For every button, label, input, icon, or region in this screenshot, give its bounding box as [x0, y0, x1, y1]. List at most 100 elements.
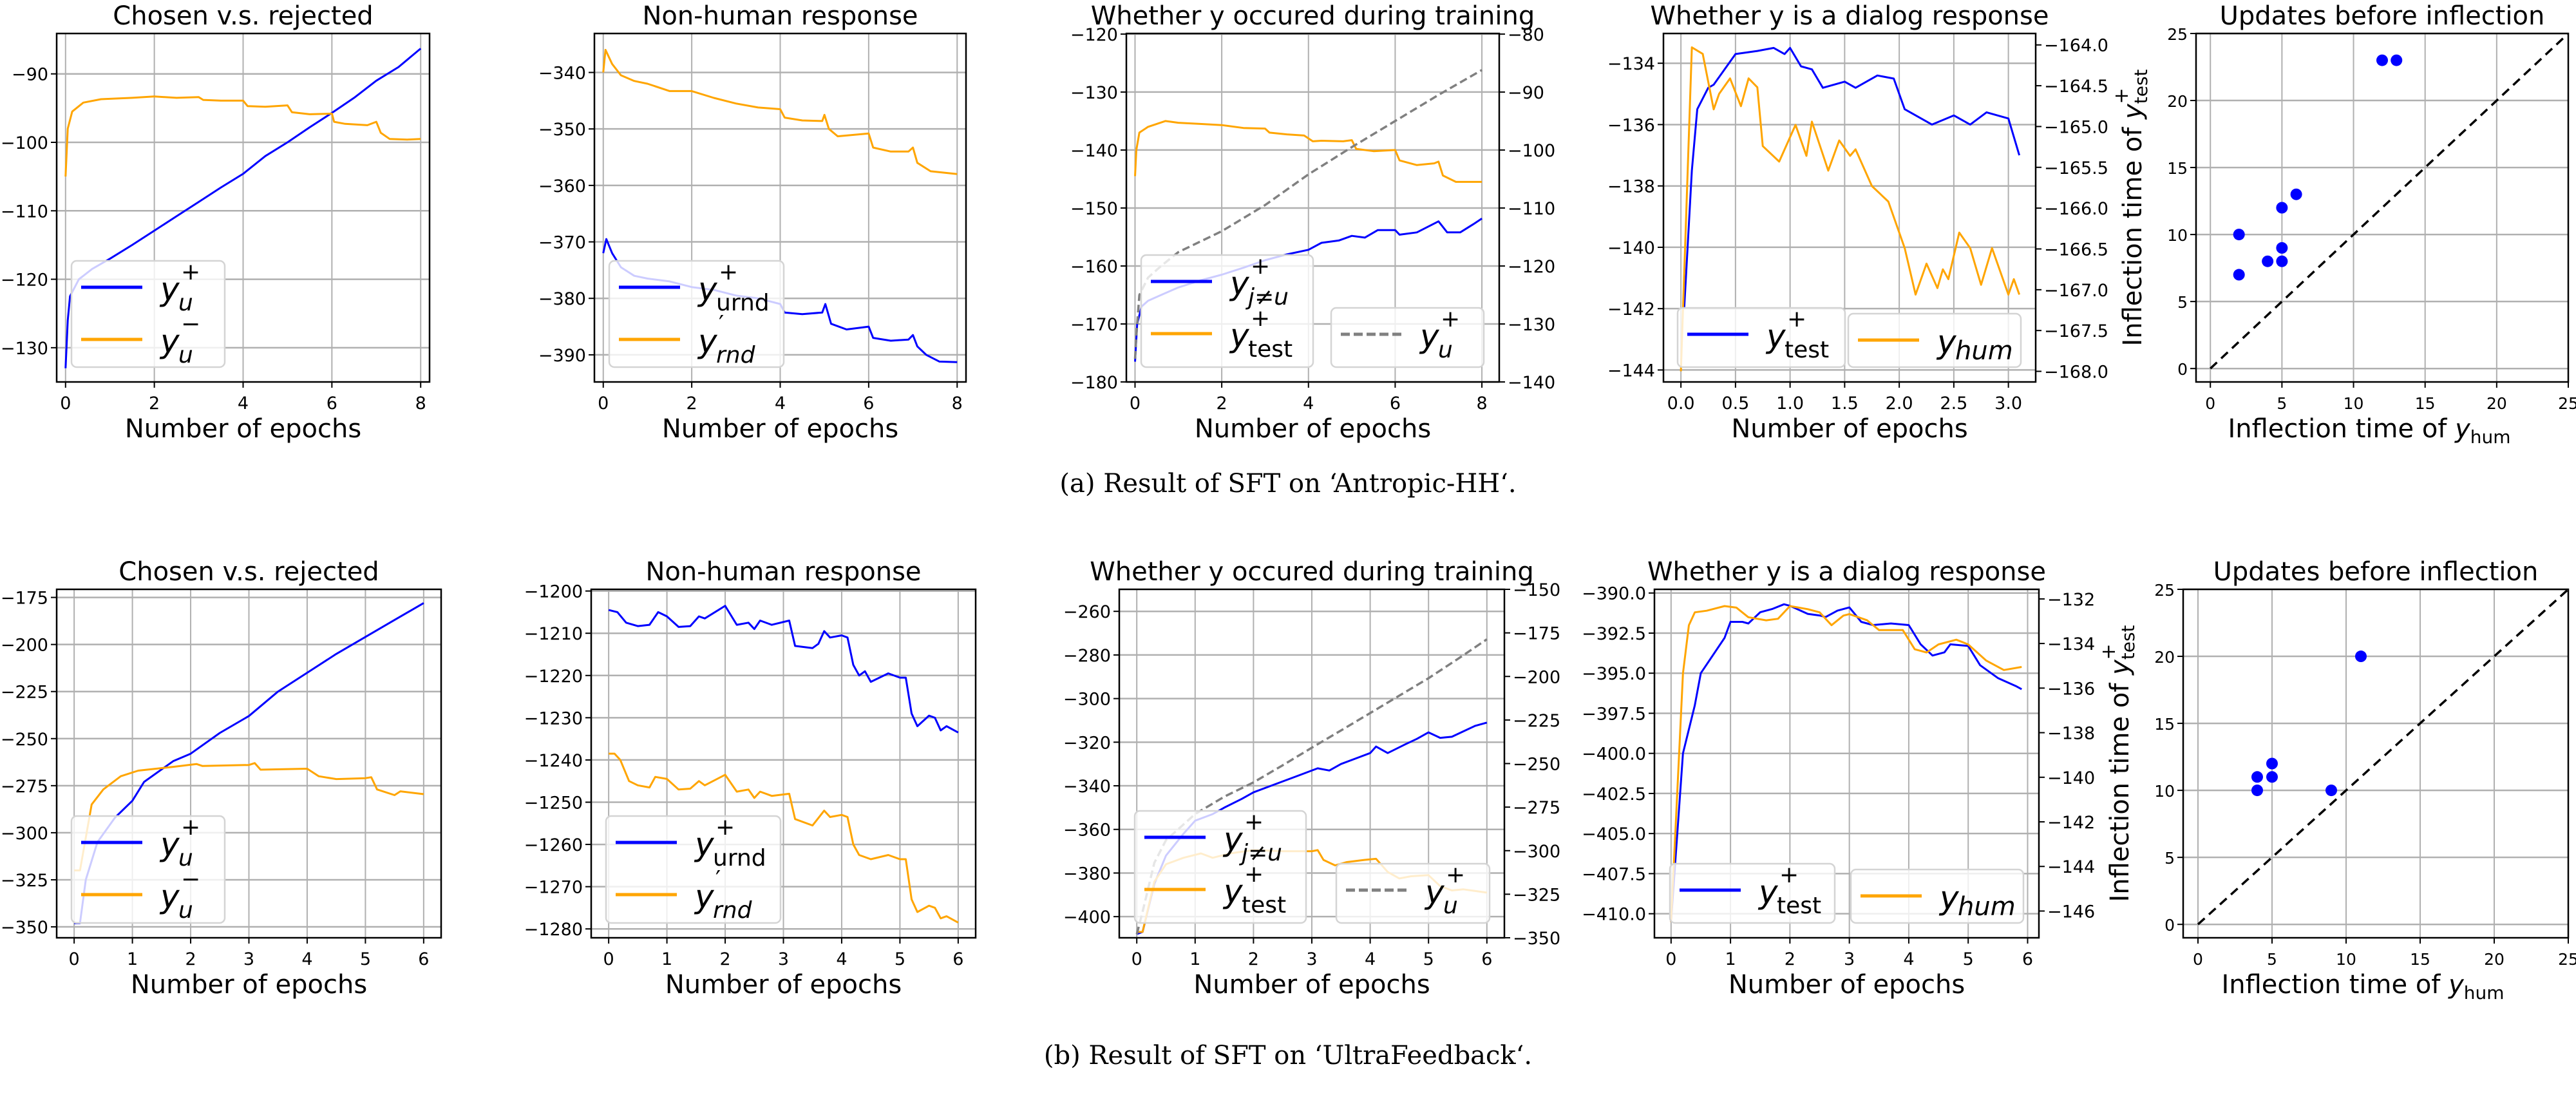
legend: y + u	[1335, 862, 1491, 924]
y-axis-label-sub: test	[2117, 625, 2139, 660]
y-tick-label: −340	[1063, 777, 1111, 797]
panel-a-3: 0 2 4 6 8 −180 −170 −160 −150 −140 −130 −120 −140 −13…	[1070, 1, 1555, 444]
x-tick-label: 3	[243, 949, 254, 969]
legend: y + test	[1676, 306, 1846, 368]
y-tick-label: −150	[1070, 199, 1118, 219]
y2-tick-label: −166.5	[2044, 240, 2108, 260]
legend-label-base: y	[1936, 323, 1957, 361]
y-axis-label-sup: +	[2110, 88, 2133, 104]
y2-tick-label: −164.5	[2044, 77, 2108, 97]
x-tick-label: 2	[719, 949, 730, 969]
legend-label-sub: hum	[1958, 892, 2016, 922]
legend: yhum	[1847, 312, 2022, 368]
legend-label-sub: hum	[1955, 336, 2013, 366]
legend-label-base: y	[1424, 873, 1445, 911]
chart-title: Non-human response	[645, 557, 921, 587]
panel-b-3: 0 1 2 3 4 5 6 −400 −380 −360 −340 −320 −300 −280 −260 −…	[1063, 557, 1560, 1000]
y-tick-label: −138	[1607, 177, 1655, 197]
y2-tick-label: −167.5	[2044, 321, 2108, 341]
y2-tick-label: −165.5	[2044, 158, 2108, 178]
legend-label-sup: +	[719, 259, 738, 285]
x-tick-label: 6	[418, 949, 429, 969]
y-tick-label: −170	[1070, 315, 1118, 335]
legend-label-base: y	[159, 878, 180, 915]
legend-label-base: y	[1222, 873, 1244, 910]
legend-label-base: y	[694, 826, 715, 863]
y-axis-label-var: y	[2105, 659, 2135, 676]
y-tick-label: −120	[1070, 25, 1118, 45]
y-tick-label: 15	[2154, 715, 2175, 734]
y-axis-label-text: Inflection time of	[2105, 675, 2135, 902]
legend: y +j≠uy +test	[1140, 253, 1314, 368]
y-axis-label: Inflection time of ytest+	[2098, 625, 2139, 902]
legend-label-sub: rnd	[716, 342, 756, 368]
x-axis-label-var: y	[2448, 970, 2465, 1000]
scatter-point	[2276, 202, 2288, 214]
y-tick-label: −110	[1, 202, 48, 222]
y2-tick-label: −225	[1513, 711, 1560, 731]
x-tick-label: 2	[1248, 949, 1259, 969]
legend-label-base: y	[1938, 879, 1960, 917]
y-tick-label: 0	[2164, 916, 2175, 935]
y-tick-label: −250	[1, 730, 48, 750]
chart-title: Updates before inflection	[2213, 557, 2539, 587]
y-tick-label: −380	[1063, 864, 1111, 884]
y2-tick-label: −325	[1513, 885, 1560, 905]
y2-tick-label: −200	[1513, 667, 1560, 687]
legend-frame	[1669, 862, 1836, 924]
y-axis-label-text: Inflection time of	[2118, 119, 2148, 347]
legend: y +uy −u	[70, 814, 226, 924]
x-axis-label-var: y	[2454, 414, 2471, 444]
legend-label-sup: +	[181, 259, 200, 285]
x-tick-label: 0	[1132, 949, 1142, 969]
y-tick-label: 10	[2167, 226, 2188, 245]
legend: y +uy −u	[70, 259, 226, 368]
scatter-point	[2376, 54, 2388, 66]
x-axis-label: Number of epochs	[131, 970, 367, 1000]
axes-frame	[55, 32, 431, 383]
y-axis-label-sup: +	[2098, 643, 2120, 660]
x-tick-label: 0	[2205, 394, 2215, 413]
x-tick-label: 0	[69, 949, 80, 969]
legend-label-sup: +	[1446, 862, 1465, 888]
y-tick-label: −300	[1, 824, 48, 844]
panel-b-1: 0 1 2 3 4 5 6 −350 −325 −300 −275 −250 −225 −200 −175 C…	[1, 557, 442, 1000]
legend-label-base: y	[697, 323, 718, 360]
caption-a: (a) Result of SFT on ‘Antropic-HH‘.	[1059, 469, 1516, 499]
panel-a-2: 0 2 4 6 8 −390 −380 −370 −360 −350 −340 Non-human r…	[538, 1, 967, 444]
y-tick-label: −1280	[524, 920, 583, 940]
x-tick-label: 5	[360, 949, 371, 969]
chart-title: Whether y occured during training	[1091, 1, 1535, 31]
legend-label-base: y	[1229, 265, 1250, 302]
y2-tick-label: −165.0	[2044, 117, 2108, 137]
y-axis-label-text-group: Inflection time of ytest+	[2110, 69, 2152, 346]
y-tick-label: −390	[538, 346, 586, 366]
y-tick-label: −144	[1607, 361, 1655, 381]
axes-frame	[1662, 32, 2037, 383]
legend-label-sub: u	[178, 290, 193, 316]
x-tick-label: 1.0	[1776, 394, 1804, 413]
axes-frame	[1118, 588, 1506, 939]
legend-label-base: y	[1222, 821, 1244, 858]
reference-diagonal-line	[2210, 33, 2568, 370]
x-tick-label: 2	[185, 949, 196, 969]
x-axis-label: Number of epochs	[1193, 970, 1430, 1000]
y-tick-label: −405.0	[1582, 824, 1646, 844]
x-tick-label: 0	[598, 394, 609, 413]
y2-tick-label: −140	[2047, 768, 2095, 788]
x-tick-label: 15	[2415, 394, 2436, 413]
y-tick-label: −280	[1063, 646, 1111, 666]
scatter-point	[2325, 784, 2337, 797]
y-tick-label: −320	[1063, 733, 1111, 753]
y-tick-label: 5	[2164, 849, 2175, 868]
y-tick-label: −1260	[524, 835, 583, 855]
legend-label-sub: j≠u	[1245, 284, 1289, 310]
y-tick-label: −392.5	[1582, 624, 1646, 644]
x-tick-label: 0	[2193, 950, 2203, 969]
x-tick-label: 0	[1665, 949, 1676, 969]
scatter-point	[2276, 242, 2288, 254]
x-axis-label: Inflection time of yhum	[2228, 414, 2510, 448]
legend-label-sup: ′	[715, 866, 721, 893]
plot-area	[1680, 46, 2021, 372]
legend-label-sup: +	[1251, 253, 1270, 280]
